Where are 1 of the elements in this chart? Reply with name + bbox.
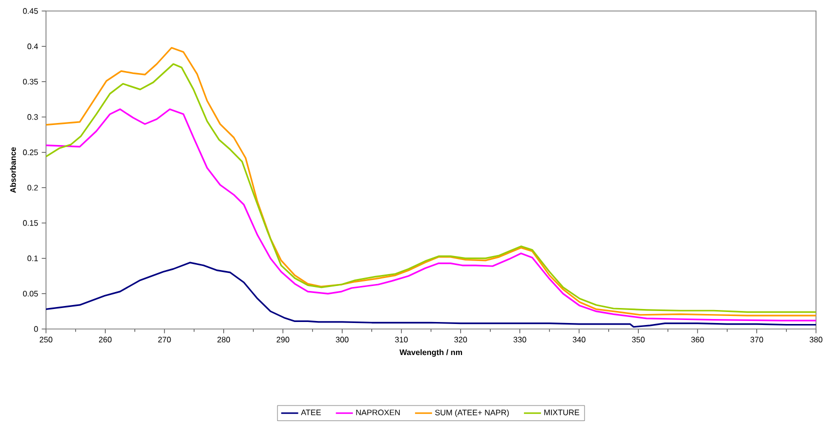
line-series <box>46 108 816 322</box>
